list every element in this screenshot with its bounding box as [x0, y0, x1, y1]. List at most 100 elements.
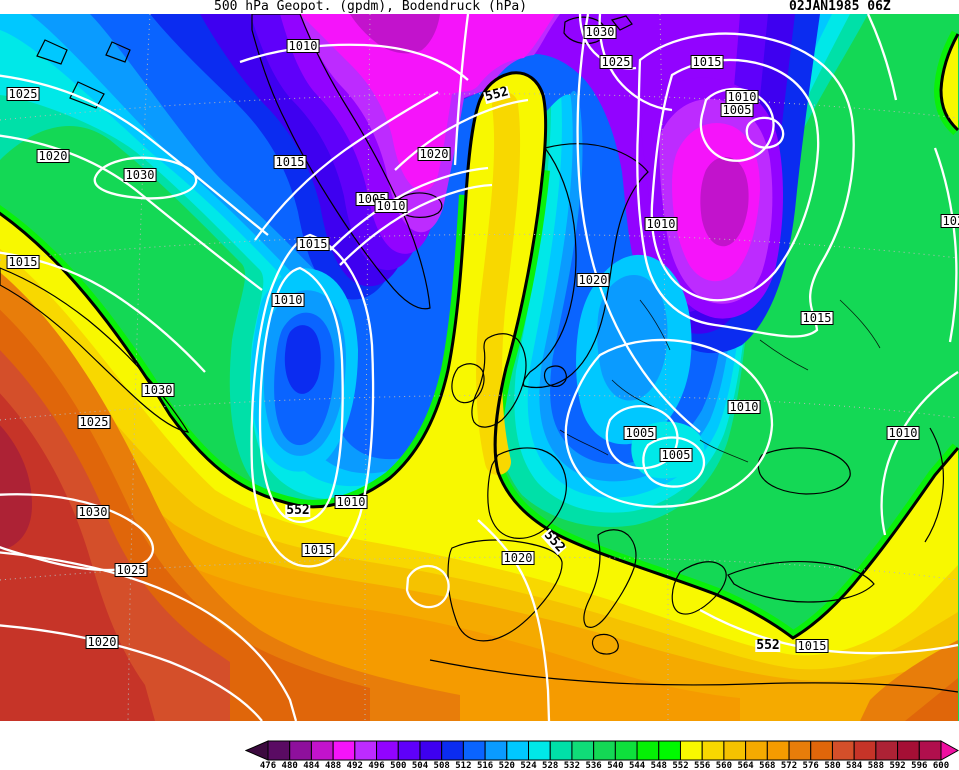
coastlines — [0, 14, 959, 693]
legend-band — [376, 740, 399, 761]
legend-band — [332, 740, 356, 761]
isobar-label: 1030 — [583, 25, 617, 39]
isobar-label: 1030 — [123, 168, 157, 182]
legend-band — [462, 740, 486, 761]
map-canvas — [0, 14, 959, 721]
isobar-label: 1010 — [727, 400, 761, 414]
legend-band — [831, 740, 855, 761]
legend-band — [897, 740, 920, 761]
isobar-label: 1010 — [725, 90, 759, 104]
legend-band — [853, 740, 877, 761]
legend-band — [658, 740, 681, 761]
legend-tick-label: 560 — [715, 761, 733, 770]
isobar-label: 1015 — [795, 639, 829, 653]
height-552-label: 552 — [285, 503, 311, 518]
legend-tick-label: 520 — [498, 761, 515, 770]
legend-tick-label: 504 — [411, 761, 429, 770]
legend-band — [875, 740, 899, 761]
legend-band — [766, 740, 790, 761]
legend-tick-label: 496 — [368, 761, 385, 770]
isobar-label: 1005 — [720, 103, 754, 117]
legend-band — [614, 740, 638, 761]
legend-arrow-left — [244, 740, 269, 761]
legend-tick-label: 532 — [563, 761, 581, 770]
isobar-label: 1020 — [36, 149, 70, 163]
legend-tick-label: 548 — [650, 761, 667, 770]
legend-band — [679, 740, 703, 761]
legend-tick-label: 524 — [520, 761, 537, 770]
legend-band — [571, 740, 595, 761]
isobar-label: 1015 — [800, 311, 834, 325]
legend-band — [441, 740, 464, 761]
legend-band — [723, 740, 747, 761]
legend-tick-label: 516 — [476, 761, 494, 770]
legend-tick-label: 512 — [455, 761, 472, 770]
isobar-label: 1025 — [6, 87, 40, 101]
isobar-label: 1015 — [6, 255, 40, 269]
legend-band — [506, 740, 530, 761]
legend-band — [528, 740, 551, 761]
isobar-contours — [0, 14, 959, 721]
legend-colorbar-svg — [244, 740, 959, 761]
isobar-label: 1020 — [85, 635, 119, 649]
weather-map: 1025 1020 1030 1015 1010 1015 1005 1010 1020 1015… — [0, 14, 959, 721]
map-datetime: 02JAN1985 06Z — [789, 0, 891, 14]
isobar-label: 1010 — [886, 426, 920, 440]
isobar-label: 1010 — [334, 495, 368, 509]
legend-band — [310, 740, 334, 761]
legend-tick-label: 536 — [585, 761, 602, 770]
legend-tick-label: 488 — [324, 761, 342, 770]
legend-tick-label: 500 — [390, 761, 407, 770]
legend-tick-label: 600 — [932, 761, 950, 770]
title-bar: 500 hPa Geopot. (gpdm), Bodendruck (hPa)… — [0, 0, 959, 14]
isobar-label: 1020 — [501, 551, 535, 565]
legend-tick-label: 556 — [694, 761, 711, 770]
legend-tick-label: 596 — [911, 761, 928, 770]
legend-band — [918, 740, 942, 761]
isobar-label: 1010 — [286, 39, 320, 53]
isobar-label: 1020 — [417, 147, 451, 161]
legend-tick-label: 508 — [433, 761, 450, 770]
isobar-label: 1020 — [940, 214, 959, 228]
legend-tick-label: 540 — [607, 761, 624, 770]
legend-tick-label: 568 — [759, 761, 776, 770]
isobar-label: 1010 — [644, 217, 678, 231]
legend-band — [745, 740, 768, 761]
country-borders — [559, 299, 881, 463]
legend-band — [419, 740, 443, 761]
isobar-label: 1015 — [690, 55, 724, 69]
legend-tick-label: 552 — [672, 761, 689, 770]
legend-band — [549, 740, 573, 761]
legend-band — [267, 740, 291, 761]
isobar-label: 1025 — [77, 415, 111, 429]
legend-tick-label: 480 — [281, 761, 298, 770]
isobar-label: 1015 — [273, 155, 307, 169]
legend-tick-label: 576 — [802, 761, 819, 770]
map-title: 500 hPa Geopot. (gpdm), Bodendruck (hPa) — [214, 0, 528, 14]
isobar-label: 1015 — [296, 237, 330, 251]
legend-tick-label: 564 — [737, 761, 754, 770]
isobar-label: 1005 — [623, 426, 657, 440]
legend-band — [810, 740, 833, 761]
legend-band — [636, 740, 660, 761]
legend-tick-label: 544 — [628, 761, 646, 770]
height-552-label: 552 — [755, 638, 781, 653]
legend-band — [593, 740, 616, 761]
legend-band — [397, 740, 421, 761]
legend-tick-label: 580 — [824, 761, 841, 770]
legend-tick-label: 584 — [846, 761, 863, 770]
isobar-label: 1025 — [599, 55, 633, 69]
isobar-label: 1030 — [141, 383, 175, 397]
graticule — [0, 14, 959, 721]
isobar-label: 1030 — [76, 505, 110, 519]
legend-tick-label: 592 — [889, 761, 906, 770]
legend-arrow-right — [940, 740, 959, 761]
legend-band — [289, 740, 312, 761]
legend-band — [484, 740, 508, 761]
legend-tick-label: 572 — [780, 761, 798, 770]
isobar-label: 1020 — [576, 273, 610, 287]
isobar-label: 1010 — [374, 199, 408, 213]
isobar-label: 1005 — [659, 448, 693, 462]
legend-tick-label: 588 — [867, 761, 885, 770]
